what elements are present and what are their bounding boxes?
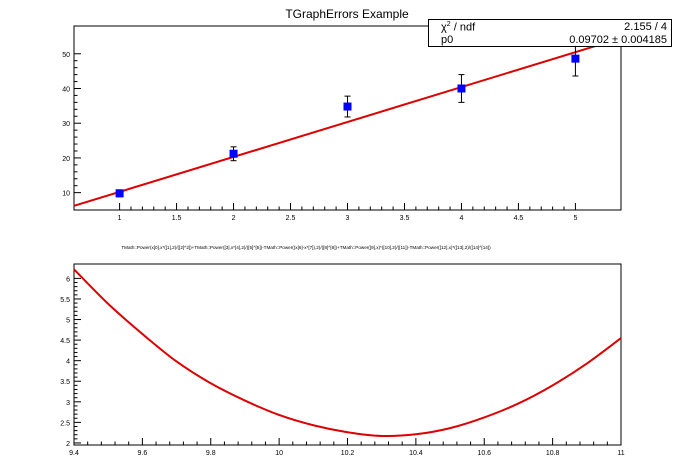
y-tick-label: 2.5 xyxy=(60,420,70,427)
chi2-row: χ2 / ndf 2.155 / 4 xyxy=(441,21,667,34)
chart-title: TMath::Power(x[0],x*([1],2)/([2]^2])+TMa… xyxy=(121,245,491,250)
x-tick-label: 9.8 xyxy=(206,450,216,457)
p0-label: p0 xyxy=(441,34,454,46)
y-tick-label: 40 xyxy=(62,86,70,93)
y-tick-label: 2 xyxy=(66,441,70,448)
chi-superscript: 2 xyxy=(446,21,451,28)
y-tick-label: 4 xyxy=(66,359,70,366)
y-tick-label: 6 xyxy=(66,276,70,283)
x-tick-label: 1 xyxy=(118,215,122,222)
bottom-chart: TMath::Power(x[0],x*([1],2)/([2]^2])+TMa… xyxy=(60,245,624,457)
x-axis: 9.4 9.6 9.8 10 10.2 10.4 10.6 10.8 11 xyxy=(69,438,625,457)
x-tick-label: 4 xyxy=(460,215,464,222)
ndf-label: / ndf xyxy=(450,21,476,34)
x-tick-label: 9.6 xyxy=(138,450,148,457)
chi2-label: χ2 / ndf xyxy=(441,21,475,34)
x-tick-label: 11 xyxy=(617,450,624,457)
chart-title: TGraphErrors Example xyxy=(285,7,409,21)
x-tick-label: 10.4 xyxy=(409,450,423,457)
x-tick-label: 10.6 xyxy=(477,450,491,457)
x-tick-label: 4.5 xyxy=(514,215,524,222)
y-tick-label: 10 xyxy=(62,191,70,198)
chi2-value: 2.155 / 4 xyxy=(624,21,667,33)
top-chart: TGraphErrors Example 1 1.5 2 2.5 3 3.5 4 4.5 5 1… xyxy=(62,7,622,222)
fit-stats-box: χ2 / ndf 2.155 / 4 p0 0.09702 ± 0.004185 xyxy=(428,19,672,47)
y-tick-label: 20 xyxy=(62,156,70,163)
x-tick-label: 3.5 xyxy=(400,215,410,222)
data-point xyxy=(457,84,466,93)
plot-frame xyxy=(73,25,622,211)
x-tick-label: 3 xyxy=(346,215,350,222)
fit-line xyxy=(73,37,622,207)
chi-symbol: χ xyxy=(441,21,447,34)
plot-frame xyxy=(73,263,622,446)
y-tick-label: 3.5 xyxy=(60,379,70,386)
x-tick-label: 5 xyxy=(573,215,577,222)
x-tick-label: 2 xyxy=(232,215,236,222)
data-point xyxy=(571,54,580,63)
p0-value: 0.09702 ± 0.004185 xyxy=(569,34,667,46)
x-tick-label: 10.8 xyxy=(546,450,560,457)
x-axis: 1 1.5 2 2.5 3 3.5 4 4.5 5 xyxy=(118,203,577,222)
data-points xyxy=(115,40,580,198)
y-tick-label: 5.5 xyxy=(60,297,70,304)
y-tick-label: 5 xyxy=(66,318,70,325)
x-tick-label: 9.4 xyxy=(69,450,79,457)
y-tick-label: 50 xyxy=(62,52,70,59)
function-curve xyxy=(73,268,622,438)
data-point xyxy=(343,102,352,111)
data-point xyxy=(229,149,238,158)
x-tick-label: 10 xyxy=(275,450,283,457)
p0-row: p0 0.09702 ± 0.004185 xyxy=(441,34,667,47)
y-tick-label: 3 xyxy=(66,400,70,407)
x-tick-label: 1.5 xyxy=(172,215,182,222)
x-tick-label: 10.2 xyxy=(341,450,355,457)
y-axis: 10 20 30 40 50 xyxy=(62,52,81,198)
x-tick-label: 2.5 xyxy=(286,215,296,222)
data-point xyxy=(115,189,124,198)
y-tick-label: 4.5 xyxy=(60,338,70,345)
y-tick-label: 30 xyxy=(62,121,70,128)
y-axis: 2 2.5 3 3.5 4 4.5 5 5.5 6 xyxy=(60,276,81,448)
